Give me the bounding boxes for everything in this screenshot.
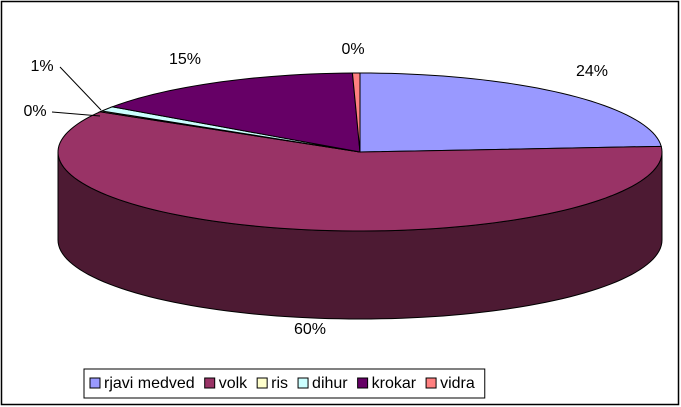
data-labels: 24% 60% 0% 1% 15% 0% xyxy=(23,41,608,338)
legend-swatch xyxy=(89,377,101,389)
data-label: 1% xyxy=(30,58,53,75)
pie-slice xyxy=(359,72,662,153)
data-label: 60% xyxy=(294,321,326,338)
pie-tops xyxy=(57,72,663,232)
pie-slice xyxy=(351,72,361,153)
legend-swatch xyxy=(204,377,216,389)
pie-slice xyxy=(57,111,663,232)
legend-label: krokar xyxy=(372,375,417,392)
legend-label: vidra xyxy=(440,375,475,392)
pie-slice xyxy=(110,72,361,153)
data-label: 0% xyxy=(341,41,364,58)
legend-swatch xyxy=(297,377,309,389)
data-label: 15% xyxy=(169,51,201,68)
data-label: 24% xyxy=(576,63,608,80)
legend-label: volk xyxy=(219,375,248,392)
legend: rjavi medved volk ris dihur krokar vidra xyxy=(89,375,475,392)
legend-swatch xyxy=(425,377,437,389)
legend-label: dihur xyxy=(312,375,348,392)
data-label: 0% xyxy=(23,103,46,120)
legend-label: rjavi medved xyxy=(104,375,195,392)
legend-swatch xyxy=(357,377,369,389)
legend-label: ris xyxy=(271,375,288,392)
leader-line xyxy=(51,111,101,117)
legend-swatch xyxy=(256,377,268,389)
leader-line xyxy=(59,66,102,111)
legend-box xyxy=(83,368,486,399)
